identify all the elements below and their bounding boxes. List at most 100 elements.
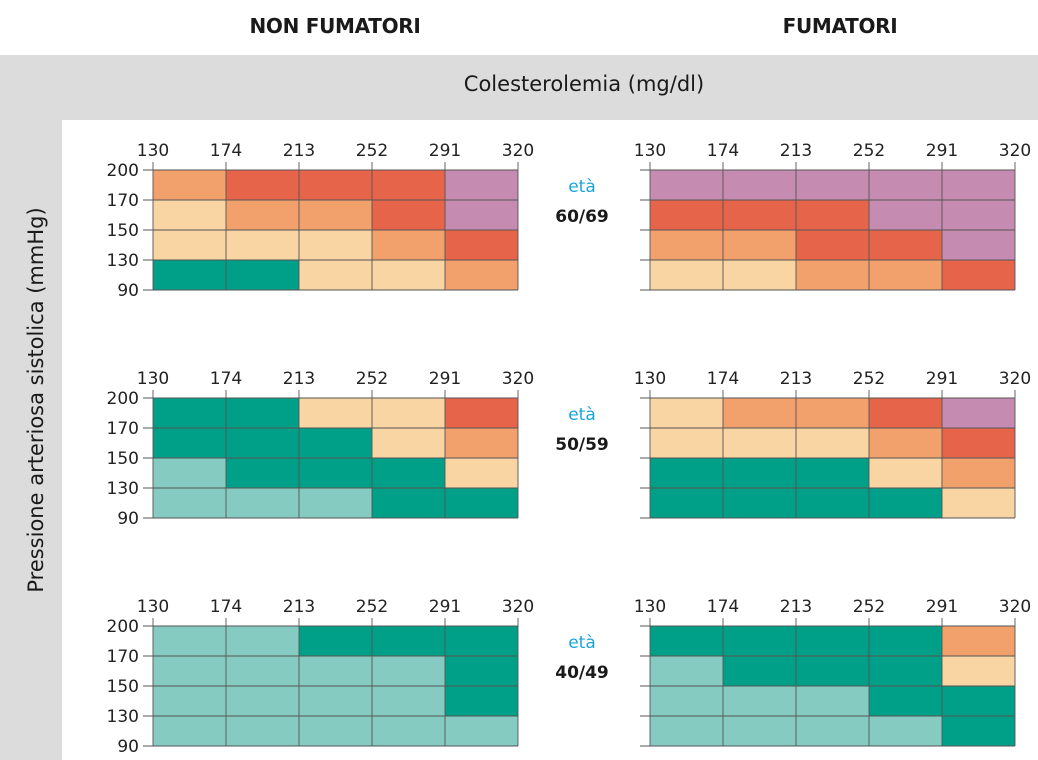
- heatmap-cell: [226, 626, 299, 656]
- x-tick-label: 130: [137, 369, 169, 389]
- heatmap-cell: [942, 686, 1015, 716]
- heatmap-cell: [153, 398, 226, 428]
- age-word-label: età: [568, 177, 596, 197]
- heatmap-cell: [445, 656, 518, 686]
- heatmap-cell: [445, 686, 518, 716]
- heatmap-cell: [299, 686, 372, 716]
- heatmap-cell: [869, 170, 942, 200]
- heatmap-cell: [796, 458, 869, 488]
- heatmap-cell: [372, 428, 445, 458]
- age-word-label: età: [568, 633, 596, 653]
- age-range-label: 60/69: [555, 207, 609, 227]
- heatmap-cell: [226, 458, 299, 488]
- heatmap-cell: [372, 398, 445, 428]
- x-tick-label: 174: [707, 369, 739, 389]
- x-tick-label: 174: [707, 597, 739, 617]
- x-tick-label: 252: [853, 597, 885, 617]
- x-tick-label: 130: [137, 597, 169, 617]
- x-tick-label: 291: [429, 141, 461, 161]
- x-tick-label: 252: [356, 141, 388, 161]
- heatmap-cell: [153, 230, 226, 260]
- x-tick-label: 252: [853, 141, 885, 161]
- heatmap-cell: [869, 686, 942, 716]
- x-tick-label: 130: [634, 597, 666, 617]
- heatmap-cell: [942, 716, 1015, 746]
- x-tick-label: 213: [780, 369, 812, 389]
- y-tick-label: 90: [117, 509, 139, 529]
- x-tick-label: 213: [283, 597, 315, 617]
- heatmap-cell: [299, 428, 372, 458]
- heatmap-cell: [723, 656, 796, 686]
- heatmap-cell: [942, 626, 1015, 656]
- x-tick-label: 320: [502, 369, 534, 389]
- heatmap-cell: [299, 200, 372, 230]
- heatmap-cell: [650, 458, 723, 488]
- y-tick-label: 90: [117, 737, 139, 757]
- heatmap-cell: [650, 428, 723, 458]
- heatmap-cell: [650, 716, 723, 746]
- heatmap-cell: [942, 170, 1015, 200]
- heatmap-cell: [796, 170, 869, 200]
- x-tick-label: 130: [137, 141, 169, 161]
- x-tick-label: 174: [210, 597, 242, 617]
- heatmap-cell: [153, 200, 226, 230]
- x-tick-label: 320: [502, 141, 534, 161]
- heatmap-cell: [869, 656, 942, 686]
- heatmap-cell: [650, 626, 723, 656]
- x-tick-label: 291: [926, 597, 958, 617]
- heatmap-cell: [226, 716, 299, 746]
- x-tick-label: 252: [356, 369, 388, 389]
- heatmap-cell: [869, 428, 942, 458]
- heatmap-cell: [723, 428, 796, 458]
- heatmap-cell: [372, 170, 445, 200]
- heatmap-cell: [299, 398, 372, 428]
- x-tick-label: 130: [634, 141, 666, 161]
- heatmap-cell: [650, 656, 723, 686]
- heatmap-cell: [869, 230, 942, 260]
- heatmap-cell: [445, 170, 518, 200]
- heatmap-cell: [299, 626, 372, 656]
- heatmap-cell: [869, 458, 942, 488]
- y-tick-label: 200: [107, 161, 139, 181]
- heatmap-cell: [153, 260, 226, 290]
- heatmap-cell: [796, 626, 869, 656]
- heatmap-cell: [445, 488, 518, 518]
- heatmap-cell: [942, 200, 1015, 230]
- y-tick-label: 200: [107, 617, 139, 637]
- heatmap-cell: [226, 656, 299, 686]
- x-tick-label: 213: [283, 369, 315, 389]
- heatmap-cell: [723, 686, 796, 716]
- heatmap-cell: [153, 686, 226, 716]
- x-tick-label: 174: [707, 141, 739, 161]
- age-range-label: 50/59: [555, 435, 609, 455]
- x-tick-label: 291: [429, 597, 461, 617]
- heatmap-cell: [650, 398, 723, 428]
- heatmap-cell: [299, 230, 372, 260]
- x-tick-label: 291: [926, 369, 958, 389]
- y-tick-label: 170: [107, 191, 139, 211]
- heatmap-cell: [723, 626, 796, 656]
- heatmap-cell: [445, 260, 518, 290]
- heatmap-cell: [723, 488, 796, 518]
- x-tick-label: 213: [283, 141, 315, 161]
- x-tick-label: 252: [853, 369, 885, 389]
- heatmap-cell: [299, 488, 372, 518]
- x-tick-label: 174: [210, 369, 242, 389]
- heatmap-cell: [723, 260, 796, 290]
- heatmap-cell: [226, 686, 299, 716]
- heatmap-cell: [372, 686, 445, 716]
- x-tick-label: 252: [356, 597, 388, 617]
- heatmap-cell: [796, 428, 869, 458]
- heatmap-cell: [796, 656, 869, 686]
- heatmap-cell: [299, 716, 372, 746]
- heatmap-cell: [153, 626, 226, 656]
- heatmap-cell: [723, 200, 796, 230]
- heatmap-cell: [226, 260, 299, 290]
- x-tick-label: 291: [429, 369, 461, 389]
- heatmap-cell: [153, 656, 226, 686]
- header-smokers: FUMATORI: [782, 14, 898, 38]
- heatmap-cell: [372, 458, 445, 488]
- heatmap-cell: [226, 398, 299, 428]
- heatmap-cell: [796, 716, 869, 746]
- heatmap-cell: [650, 686, 723, 716]
